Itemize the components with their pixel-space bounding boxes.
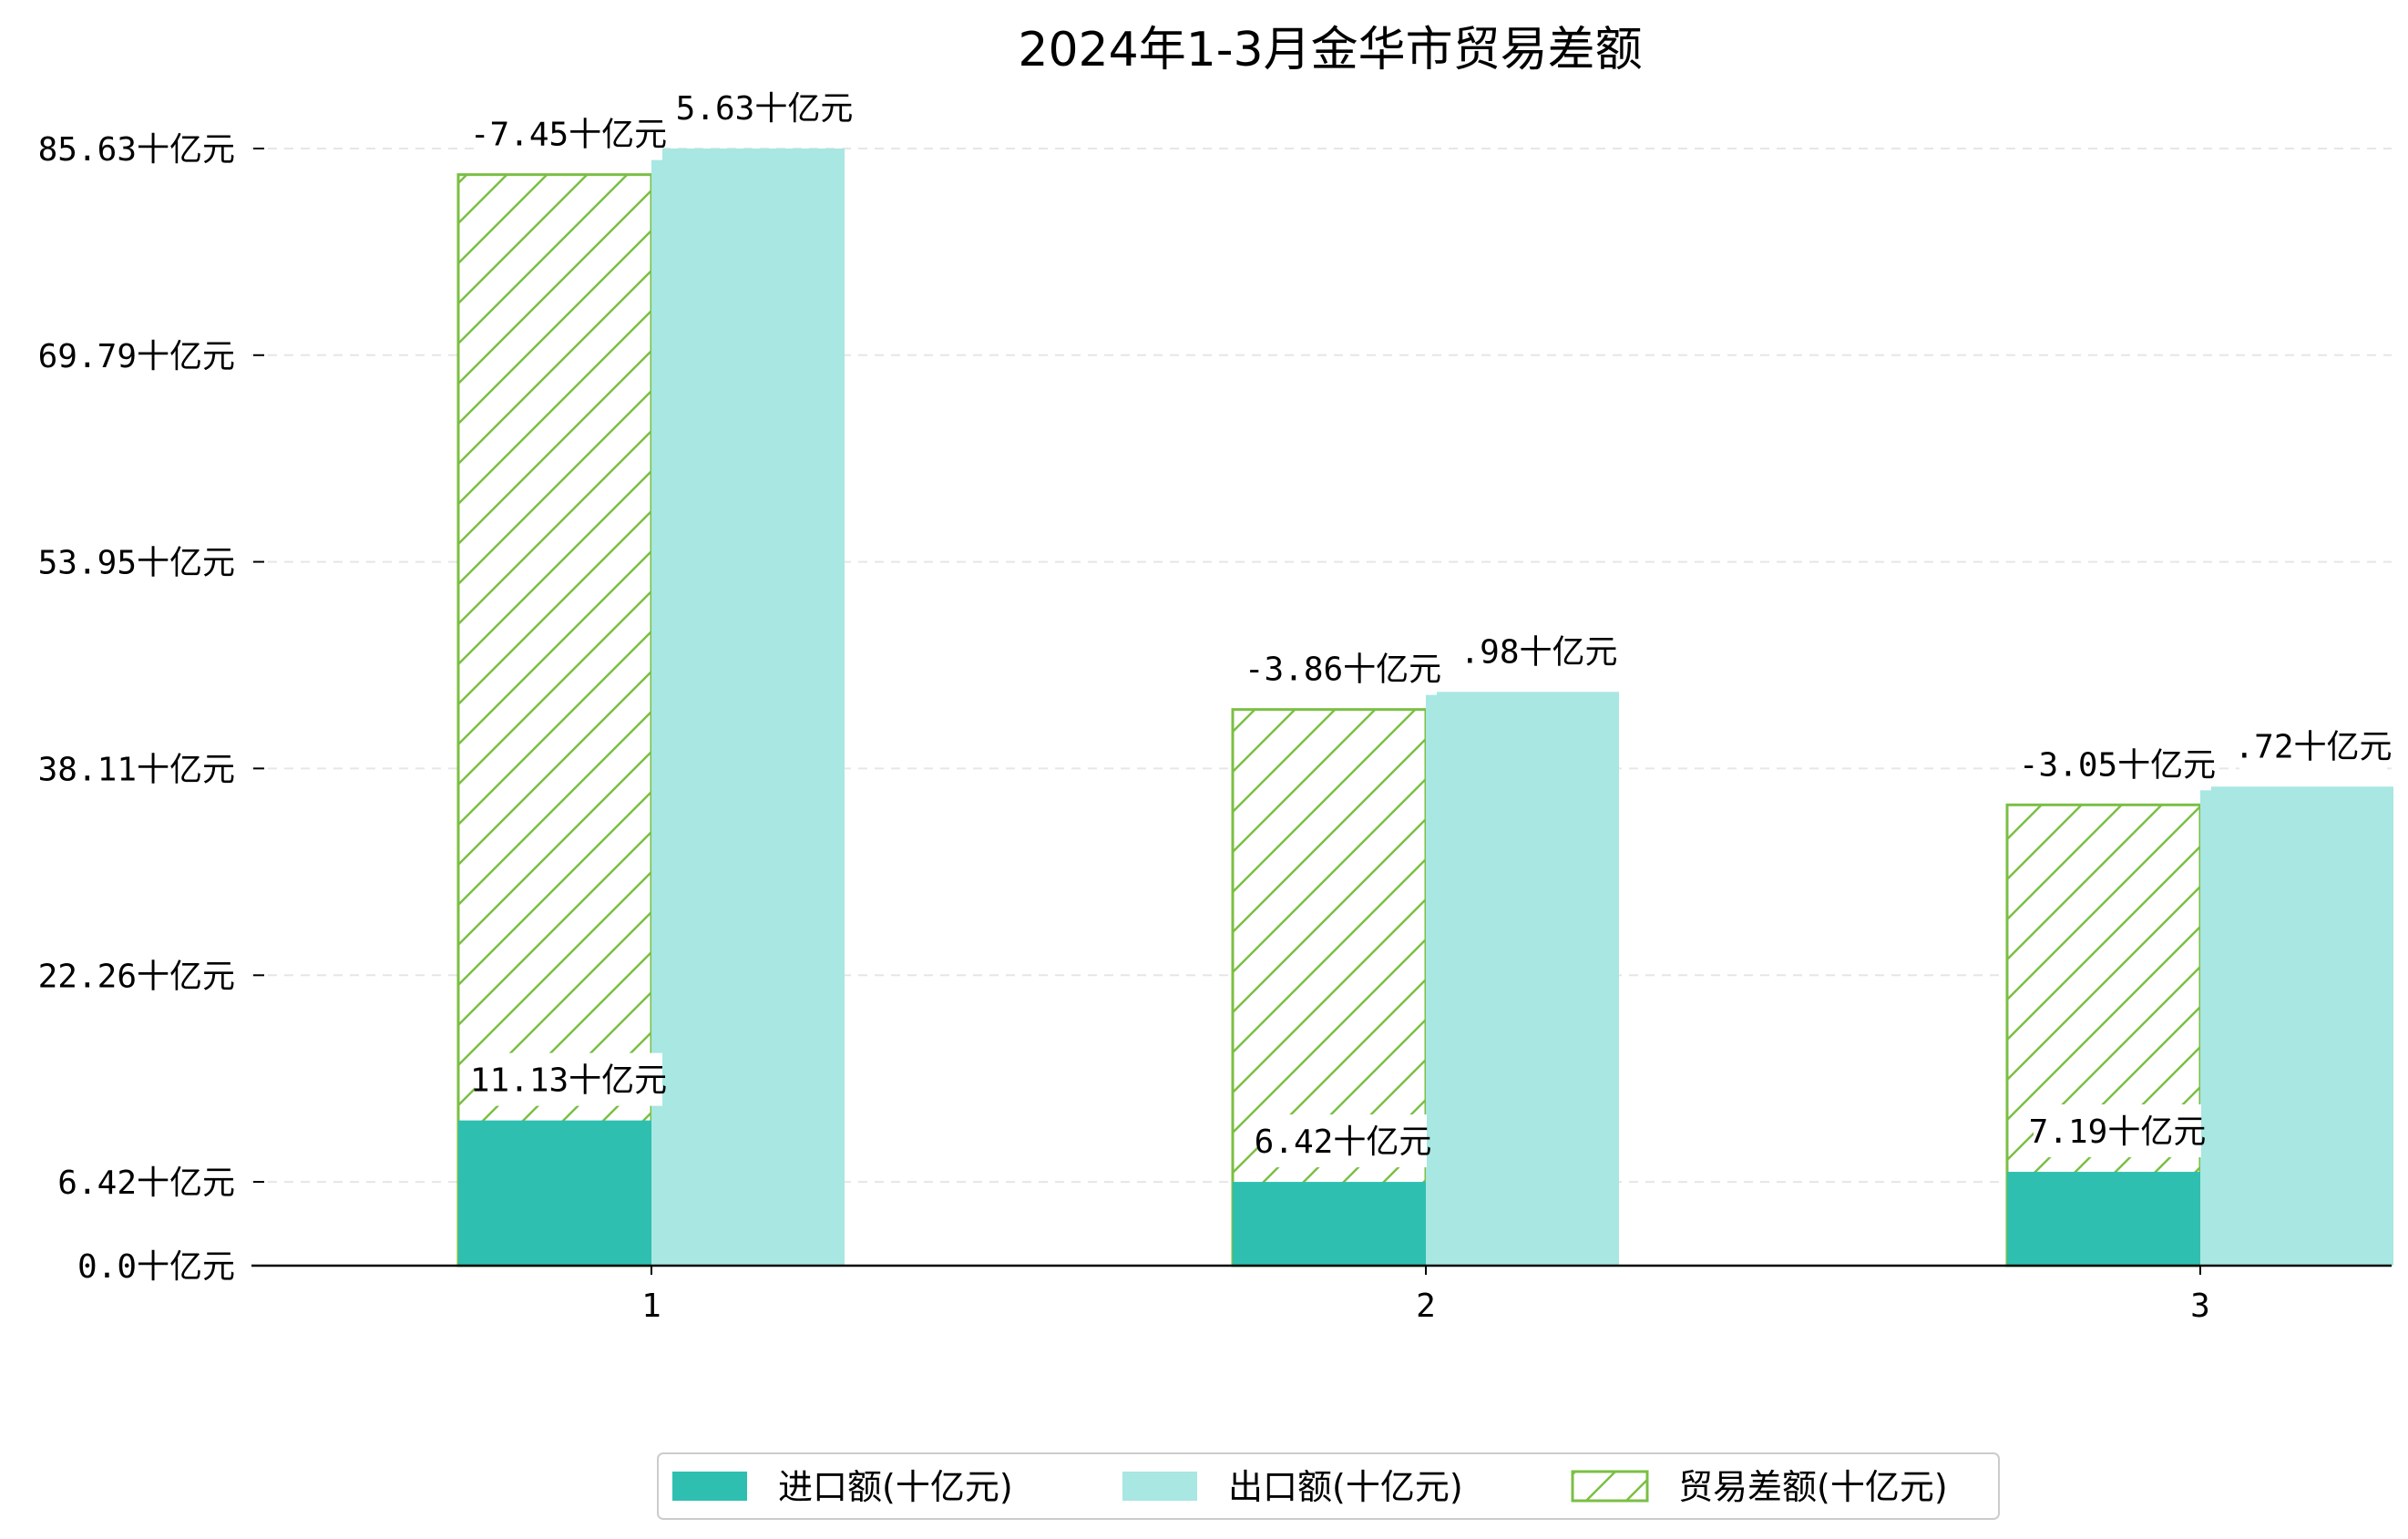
y-tick-label: 53.95十亿元 [38, 545, 235, 582]
data-label-text: .98十亿元 [1460, 633, 1617, 671]
y-tick-label: 22.26十亿元 [38, 958, 235, 995]
data-label-text: .72十亿元 [2234, 728, 2392, 765]
y-tick-label: 38.11十亿元 [38, 751, 235, 788]
chart-title: 2024年1-3月金华市贸易差额 [1018, 23, 1642, 77]
data-label-text: 7.19十亿元 [2029, 1113, 2207, 1151]
data-label-bg [2024, 737, 2211, 791]
data-label: -3.86十亿元 [1245, 641, 1441, 695]
x-tick-label: 3 [2190, 1288, 2210, 1325]
y-tick-label: 85.63十亿元 [38, 131, 235, 169]
data-label: -3.05十亿元 [2019, 737, 2216, 791]
legend: 进口额(十亿元) 出口额(十亿元) 贸易差额(十亿元) [657, 1452, 2000, 1520]
data-label-bg [1259, 1114, 1427, 1168]
legend-label: 进口额(十亿元) [778, 1467, 1013, 1507]
legend-swatch [1122, 1472, 1197, 1501]
legend-label: 贸易差额(十亿元) [1678, 1467, 1948, 1507]
x-tick-label: 2 [1416, 1288, 1436, 1325]
data-label-bg [1249, 641, 1437, 695]
data-label: .98十亿元 [1460, 624, 1618, 678]
bar-export [2200, 786, 2393, 1266]
legend-label: 出口额(十亿元) [1228, 1467, 1463, 1507]
data-label-text: -3.86十亿元 [1245, 652, 1441, 689]
bar-import [2007, 1172, 2200, 1266]
data-label-bg [681, 81, 848, 134]
data-label: 7.19十亿元 [2029, 1104, 2207, 1158]
data-label-bg [475, 107, 662, 160]
data-label-text: -7.45十亿元 [470, 117, 667, 154]
bar-import [458, 1120, 651, 1266]
data-label-text: 11.13十亿元 [470, 1062, 667, 1100]
y-tick-label: 69.79十亿元 [38, 338, 235, 375]
data-label-bg [1465, 624, 1613, 678]
bar-export [651, 149, 845, 1266]
data-label: 6.42十亿元 [1255, 1114, 1432, 1168]
data-label: 11.13十亿元 [470, 1052, 667, 1106]
legend-swatch [672, 1472, 747, 1501]
data-label-bg [2034, 1104, 2201, 1158]
data-label-text: 5.63十亿元 [676, 90, 854, 128]
data-label: .72十亿元 [2234, 719, 2393, 773]
data-label: -7.45十亿元 [470, 107, 667, 160]
data-label-text: 6.42十亿元 [1255, 1123, 1432, 1161]
y-tick-label: 6.42十亿元 [57, 1165, 235, 1202]
data-label-text: -3.05十亿元 [2019, 746, 2216, 784]
legend-frame [657, 1452, 2000, 1520]
y-tick-label: 0.0十亿元 [77, 1248, 235, 1286]
bar-trade-balance [1231, 708, 1428, 1267]
bar-export [1426, 692, 1619, 1266]
data-label-bg [2239, 719, 2387, 773]
bar-import [1233, 1182, 1426, 1266]
legend-swatch [1571, 1470, 1649, 1503]
data-label-bg [475, 1052, 662, 1106]
x-tick-label: 1 [641, 1288, 661, 1325]
data-label: 5.63十亿元 [676, 81, 854, 134]
